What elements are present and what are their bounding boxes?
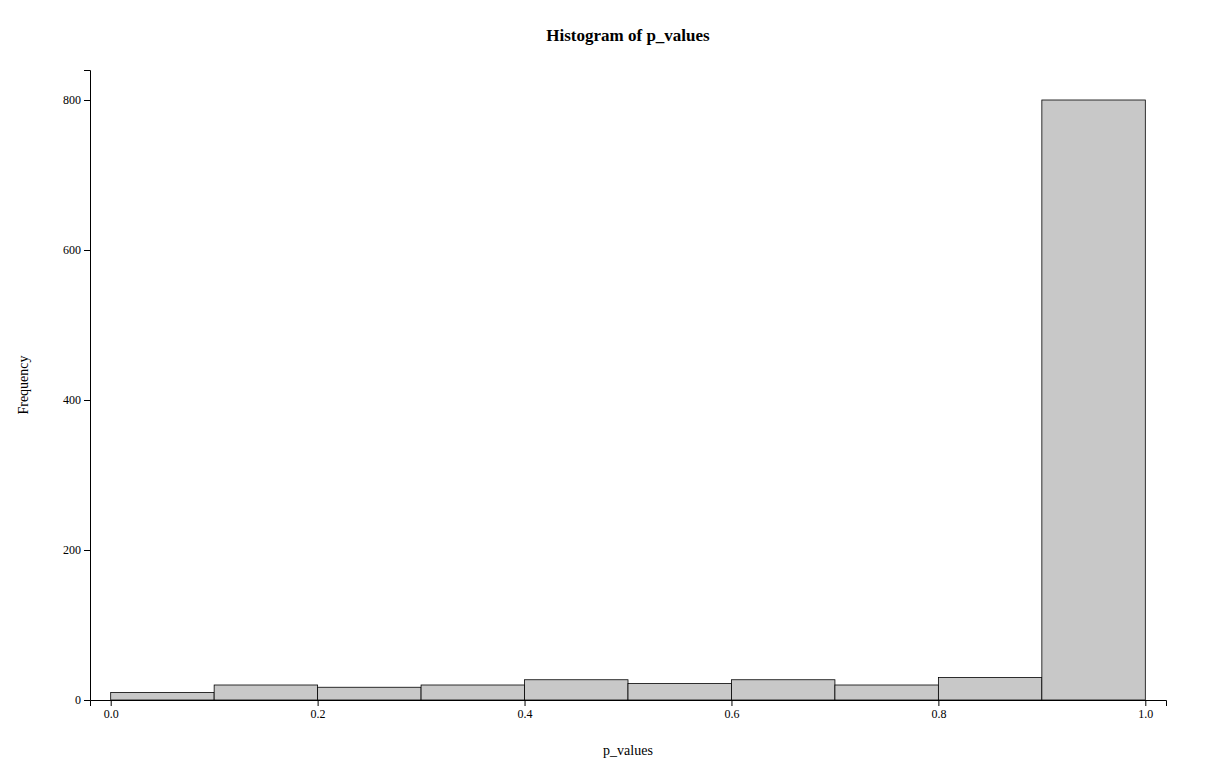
x-tick-mark	[525, 700, 526, 706]
x-tick-mark	[938, 700, 939, 706]
bar	[421, 685, 524, 700]
bar	[938, 678, 1041, 701]
x-axis-title: p_values	[603, 743, 653, 758]
x-tick-label: 0.2	[311, 707, 326, 721]
bar	[628, 684, 731, 701]
y-tick: 200	[63, 543, 90, 557]
y-tick-label: 0	[75, 693, 81, 707]
x-tick-label: 0.0	[104, 707, 119, 721]
x-tick-label: 1.0	[1138, 707, 1153, 721]
x-tick-mark	[731, 700, 732, 706]
y-tick: 0	[75, 693, 90, 707]
chart: 0.0 0.2 0.4 0.6 0.8 1.0 0 200 400 600 800 Histogram…	[0, 0, 1206, 780]
x-tick-mark	[318, 700, 319, 706]
bar	[1042, 100, 1145, 700]
y-tick: 600	[63, 243, 90, 257]
bars	[111, 100, 1146, 700]
x-tick-label: 0.4	[518, 707, 533, 721]
x-tick-label: 0.6	[724, 707, 739, 721]
y-tick-mark	[84, 700, 90, 701]
bar	[111, 693, 214, 701]
title: Histogram of p_values	[546, 26, 710, 45]
plot: 0.0 0.2 0.4 0.6 0.8 1.0 0 200 400 600 800	[63, 71, 1167, 721]
y-tick: 400	[63, 393, 90, 407]
x-tick-mark	[111, 700, 112, 706]
bar	[525, 680, 628, 700]
y-tick-label: 800	[63, 93, 81, 107]
bar	[214, 685, 317, 700]
y-tick-mark	[84, 250, 90, 251]
y-tick-label: 600	[63, 243, 81, 257]
y-axis-title: Frequency	[16, 355, 31, 414]
x-tick: 0.0	[104, 700, 119, 721]
x-tick: 0.8	[931, 700, 946, 721]
x-axis-line	[91, 701, 1167, 707]
y-tick-mark	[84, 550, 90, 551]
x-tick-mark	[1145, 700, 1146, 706]
x-tick: 0.2	[311, 700, 326, 721]
bar	[731, 680, 834, 700]
bar	[318, 687, 421, 700]
x-tick: 0.4	[518, 700, 533, 721]
x-tick-label: 0.8	[931, 707, 946, 721]
y-tick: 800	[63, 93, 90, 107]
y-axis: 0 200 400 600 800	[63, 71, 91, 708]
bar	[835, 685, 938, 700]
y-tick-mark	[84, 400, 90, 401]
y-axis-line	[84, 71, 91, 701]
x-tick: 1.0	[1138, 700, 1153, 721]
x-axis: 0.0 0.2 0.4 0.6 0.8 1.0	[91, 700, 1167, 721]
y-tick-mark	[84, 100, 90, 101]
y-tick-label: 200	[63, 543, 81, 557]
x-tick: 0.6	[724, 700, 739, 721]
y-tick-label: 400	[63, 393, 81, 407]
